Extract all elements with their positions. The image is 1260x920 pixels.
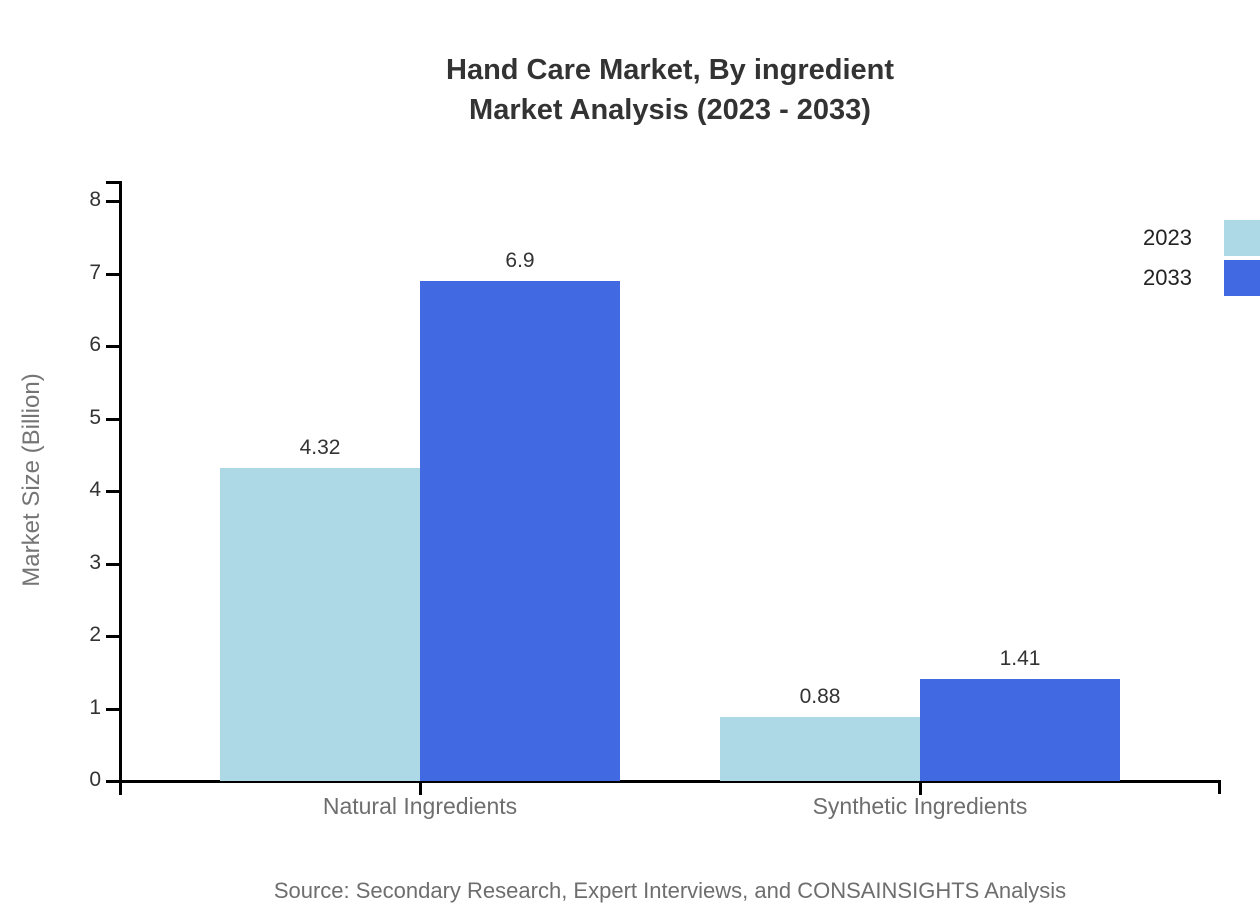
- y-tick-label: 1: [89, 695, 101, 719]
- y-tick-label: 7: [89, 260, 101, 284]
- x-axis-line: [106, 780, 1221, 783]
- y-axis-line: [119, 181, 122, 795]
- y-tick-mark: [106, 562, 120, 566]
- y-axis-top-cap: [106, 181, 120, 184]
- chart-title: Hand Care Market, By ingredient Market A…: [80, 50, 1260, 130]
- y-tick-mark: [106, 200, 120, 203]
- x-tick-mark-synthetic-ingredients: [919, 781, 922, 795]
- y-tick-label: 3: [89, 550, 101, 574]
- category-label-natural-ingredients: Natural Ingredients: [322, 793, 518, 819]
- bar-value-2023-synthetic-ingredients: 0.88: [799, 685, 841, 709]
- y-tick-mark: [106, 780, 120, 783]
- legend-item-2023: 2023: [1143, 220, 1260, 256]
- legend: 2023 2033: [1143, 220, 1260, 300]
- bar-2023-synthetic-ingredients: [720, 717, 920, 781]
- bar-2033-natural-ingredients: [420, 280, 620, 781]
- chart-title-line1: Hand Care Market, By ingredient: [446, 54, 894, 86]
- bar-value-2023-natural-ingredients: 4.32: [299, 435, 341, 459]
- y-tick-label: 2: [89, 623, 101, 646]
- legend-item-2033: 2033: [1143, 260, 1260, 296]
- y-tick-label: 5: [89, 405, 101, 429]
- category-label-synthetic-ingredients: Synthetic Ingredients: [812, 793, 1028, 819]
- x-tick-mark-natural-ingredients: [419, 781, 422, 795]
- bar-2023-natural-ingredients: [220, 467, 420, 781]
- legend-swatch-2033: [1224, 260, 1260, 296]
- y-tick-mark: [106, 635, 120, 638]
- source-note: Source: Secondary Research, Expert Inter…: [273, 878, 1067, 903]
- y-tick-label: 8: [89, 188, 101, 211]
- x-axis-end-cap: [1218, 780, 1221, 794]
- legend-swatch-2023: [1224, 220, 1260, 256]
- y-tick-label: 4: [89, 478, 101, 501]
- y-tick-mark: [106, 272, 120, 276]
- y-tick-mark: [106, 707, 120, 711]
- bar-value-2033-natural-ingredients: 6.9: [505, 248, 535, 272]
- y-tick-label: 0: [89, 768, 101, 791]
- bar-2033-synthetic-ingredients: [920, 678, 1120, 781]
- y-tick-mark: [106, 490, 120, 493]
- chart-title-line2: Market Analysis (2023 - 2033): [469, 94, 871, 126]
- y-tick-mark: [106, 345, 120, 348]
- y-axis-label: Market Size (Billion): [18, 373, 45, 587]
- y-tick-mark: [106, 417, 120, 421]
- legend-label-2023: 2023: [1143, 225, 1192, 250]
- y-tick-label: 6: [89, 333, 101, 356]
- bar-value-2033-synthetic-ingredients: 1.41: [999, 646, 1041, 670]
- legend-label-2033: 2033: [1143, 265, 1192, 290]
